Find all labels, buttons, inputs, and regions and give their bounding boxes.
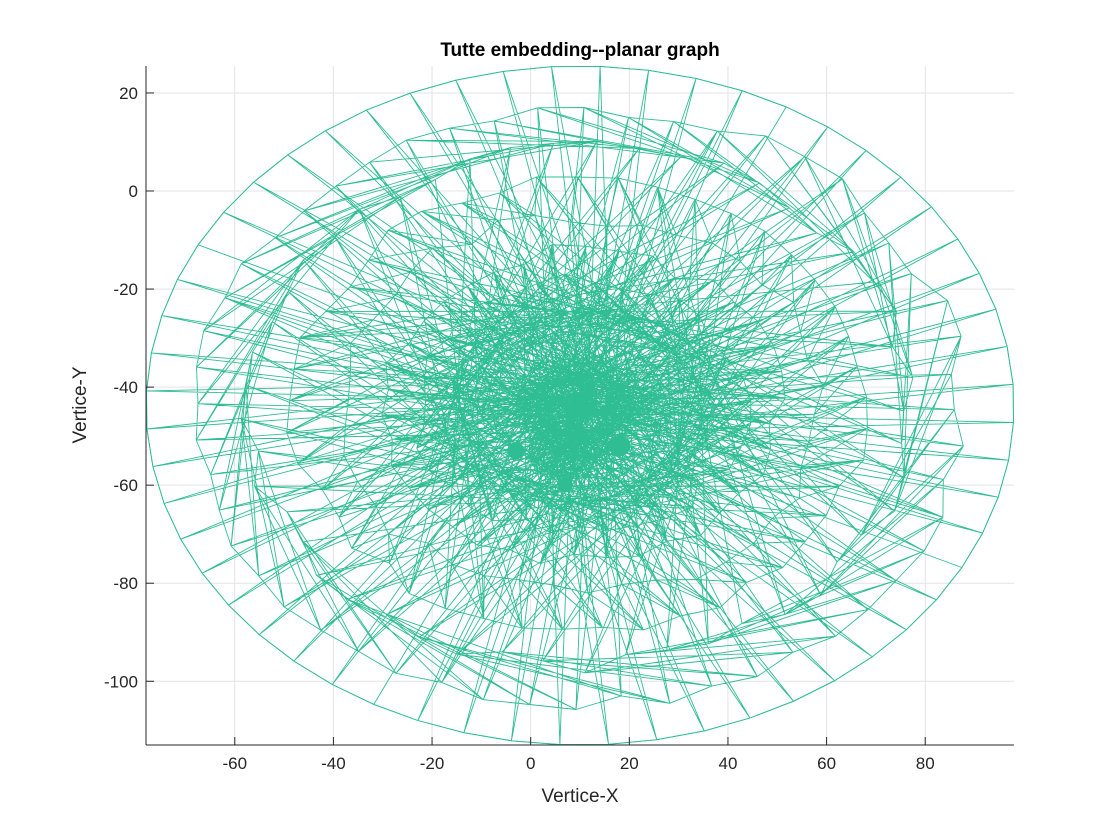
x-tick-label: -40 bbox=[321, 754, 346, 773]
y-tick-label: -100 bbox=[104, 672, 138, 691]
y-tick-label: -80 bbox=[113, 574, 138, 593]
x-tick-label: -60 bbox=[222, 754, 247, 773]
x-ticks: -60 -40 -20 0 20 40 60 80 bbox=[222, 737, 935, 773]
x-axis-label: Vertice-X bbox=[541, 786, 618, 807]
x-tick-label: 20 bbox=[620, 754, 639, 773]
y-axis-label: Vertice-Y bbox=[70, 366, 91, 443]
y-tick-label: -40 bbox=[113, 378, 138, 397]
chart-title: Tutte embedding--planar graph bbox=[440, 40, 719, 61]
planar-graph-mesh bbox=[146, 66, 1014, 745]
x-tick-label: 40 bbox=[718, 754, 737, 773]
y-tick-label: -60 bbox=[113, 476, 138, 495]
y-tick-label: 20 bbox=[119, 84, 138, 103]
x-tick-label: -20 bbox=[420, 754, 445, 773]
axes bbox=[145, 66, 1014, 746]
x-tick-label: 60 bbox=[817, 754, 836, 773]
x-tick-label: 0 bbox=[526, 754, 535, 773]
y-tick-label: -20 bbox=[113, 280, 138, 299]
x-tick-label: 80 bbox=[916, 754, 935, 773]
y-tick-label: 0 bbox=[129, 182, 138, 201]
mesh-boundary bbox=[146, 66, 1014, 745]
mesh-edges bbox=[146, 66, 1014, 745]
y-ticks: 20 0 -20 -40 -60 -80 -100 bbox=[104, 84, 154, 691]
